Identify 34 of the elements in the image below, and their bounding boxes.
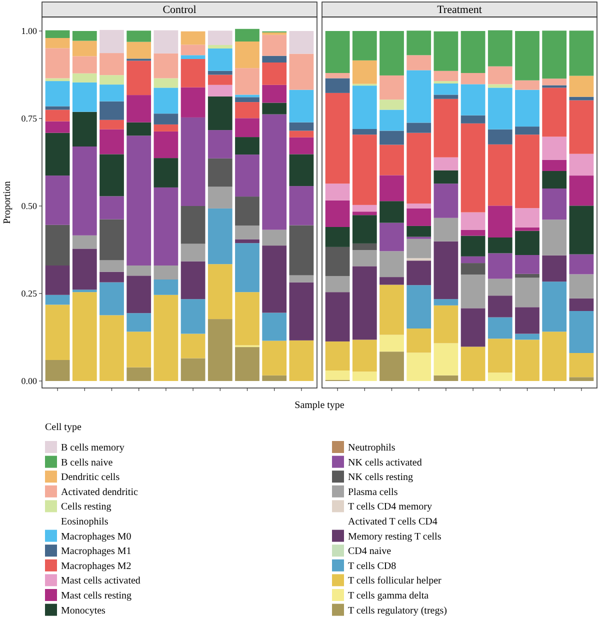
legend-title: Cell type	[45, 422, 82, 433]
legend-label: T cells regulatory (tregs)	[348, 605, 447, 616]
y-tick-label: 0.50	[21, 201, 38, 212]
y-tick-label: 0.25	[21, 288, 38, 299]
legend-label: Mast cells activated	[61, 576, 140, 587]
text: Eosinophils	[61, 516, 108, 528]
legend-label: Cells resting	[61, 502, 112, 513]
legend-label: Dendritic cells	[61, 472, 120, 484]
text: Activated T cells CD4	[348, 516, 438, 528]
legend-label: T cells gamma delta	[348, 590, 430, 602]
text: Treatment	[437, 4, 482, 16]
legend-label: CD4 naive	[348, 546, 392, 558]
legend-label: Monocytes	[61, 605, 106, 616]
legend-label: Activated dendritic	[61, 486, 138, 498]
legend-label: T cells CD4 memory	[348, 502, 432, 513]
legend-label: NK cells resting	[348, 472, 413, 484]
legend-label: NK cells activated	[348, 457, 422, 468]
legend-label: T cells CD8	[348, 560, 396, 572]
y-tick-label: 0.00	[21, 376, 38, 386]
y-axis-title: Proportion	[2, 181, 13, 224]
legend-label: Neutrophils	[348, 442, 396, 454]
legend-label: Plasma cells	[348, 486, 398, 498]
legend-label: Macrophages M2	[61, 560, 132, 572]
x-axis-title: Sample type	[294, 400, 345, 411]
y-tick-label: 0.75	[21, 114, 38, 124]
legend-label: B cells memory	[61, 442, 124, 454]
text: Control	[162, 4, 196, 16]
legend-label: Memory resting T cells	[348, 531, 442, 542]
legend-label: Macrophages M0	[61, 531, 132, 542]
y-tick-label: 1.00	[21, 26, 38, 36]
legend-label: T cells follicular helper	[348, 576, 442, 587]
legend-label: Macrophages M1	[61, 546, 132, 558]
legend-label: B cells naive	[61, 457, 114, 468]
legend-label: Mast cells resting	[61, 590, 132, 602]
